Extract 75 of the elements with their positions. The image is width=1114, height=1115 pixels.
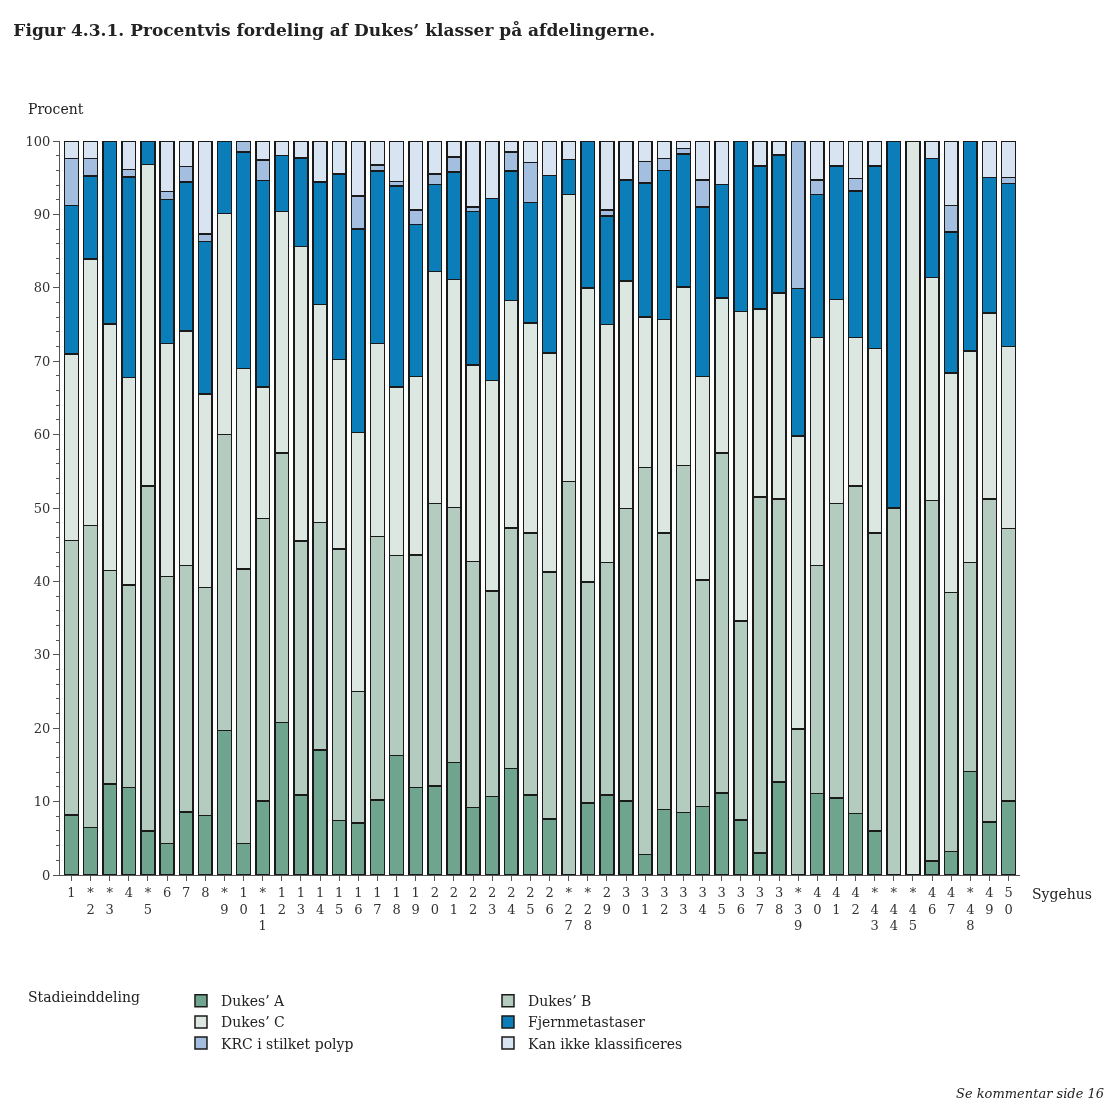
x-tick-label: 2 9 [602, 884, 612, 917]
x-tick-label: * 2 [86, 884, 95, 917]
x-tick-label: 3 8 [774, 884, 784, 917]
x-tick-label: 2 3 [488, 884, 497, 917]
x-tick-label: 1 3 [296, 884, 306, 917]
y-tick-label: 60 [33, 427, 51, 443]
x-tick-label: * 4 8 [966, 884, 975, 934]
x-tick-label: 2 1 [449, 884, 459, 917]
x-tick-label: * 5 [143, 884, 153, 917]
x-tick-label: 3 7 [755, 884, 765, 917]
x-tick-label: 1 [67, 884, 76, 900]
x-tick-label: 1 7 [373, 884, 382, 917]
y-tick-label: 80 [33, 280, 51, 296]
x-tick-label: * 3 9 [794, 884, 803, 934]
y-tick-label: 10 [33, 794, 51, 810]
x-tick-label: * 1 1 [258, 884, 267, 934]
text: Se kommentar side 16 [956, 1086, 1104, 1101]
legend-label: Dukes’ B [527, 993, 592, 1010]
x-tick-label: * 2 7 [564, 884, 573, 934]
x-tick-label: 1 6 [354, 884, 363, 917]
x-tick-label: 3 1 [641, 884, 650, 917]
x-tick-label: 2 5 [526, 884, 535, 917]
x-tick-label: 4 1 [832, 884, 841, 917]
x-tick-label: 3 6 [736, 884, 745, 917]
x-tick-label: 8 [201, 884, 210, 900]
x-tick-label: * 4 5 [908, 884, 918, 934]
x-tick-label: 1 8 [392, 884, 401, 917]
x-tick-label: 5 0 [1004, 884, 1013, 917]
x-tick-label: 2 2 [468, 884, 478, 917]
y-tick-label: 40 [33, 573, 51, 589]
chart-title: Figur 4.3.1. Procentvis fordeling af Dukes’ klasser på afdelingerne. [13, 20, 656, 41]
x-tick-label: 1 2 [277, 884, 286, 917]
x-tick-label: * 4 4 [889, 884, 898, 934]
x-tick-label: 7 [182, 884, 191, 900]
x-tick-label: 3 0 [621, 884, 631, 917]
x-axis-title: Sygehus [1032, 886, 1092, 902]
x-tick-label: 1 4 [315, 884, 325, 917]
bar [465, 141, 481, 208]
x-tick-label: 2 0 [430, 884, 439, 917]
x-tick-label: 2 4 [507, 884, 516, 917]
x-tick-label: 6 [162, 884, 172, 900]
x-tick-label: 4 [124, 884, 133, 900]
x-tick-label: 4 6 [927, 884, 937, 917]
x-tick-label: 1 5 [335, 884, 344, 917]
x-tick-label: * 3 [105, 884, 114, 917]
x-tick-label: 2 6 [545, 884, 554, 917]
x-tick-label: 4 0 [813, 884, 822, 917]
y-axis-title: Procent [28, 101, 84, 117]
bar [905, 141, 921, 875]
x-tick-label: 4 2 [851, 884, 860, 917]
y-tick-label: 0 [42, 867, 51, 883]
y-tick-label: 20 [33, 720, 51, 736]
legend-label: Dukes’ A [220, 993, 286, 1010]
legend-label: Fjernmetastaser [527, 1014, 646, 1031]
y-tick-label: 100 [25, 133, 51, 149]
y-tick-label: 90 [33, 206, 51, 222]
legend-label: Dukes’ C [220, 1014, 285, 1031]
x-tick-label: 1 0 [239, 884, 248, 917]
x-tick-label: 3 5 [717, 884, 726, 917]
x-tick-label: * 9 [220, 884, 229, 917]
x-tick-label: 3 3 [679, 884, 688, 917]
x-tick-label: * 4 3 [870, 884, 879, 934]
x-tick-label: 3 4 [698, 884, 707, 917]
x-tick-label: * 2 8 [583, 884, 592, 934]
x-tick-label: 1 9 [411, 884, 420, 917]
x-tick-label: 4 7 [947, 884, 956, 917]
x-tick-label: 4 9 [985, 884, 994, 917]
y-tick-label: 30 [33, 647, 51, 663]
x-tick-label: 3 2 [660, 884, 669, 917]
legend-label: Kan ikke klassificeres [527, 1035, 683, 1052]
y-tick-label: 50 [33, 500, 51, 516]
bar [388, 141, 405, 183]
y-tick-label: 70 [33, 353, 51, 369]
legend-label: KRC i stilket polyp [220, 1035, 354, 1052]
legend-title: Stadieinddeling [28, 989, 140, 1005]
